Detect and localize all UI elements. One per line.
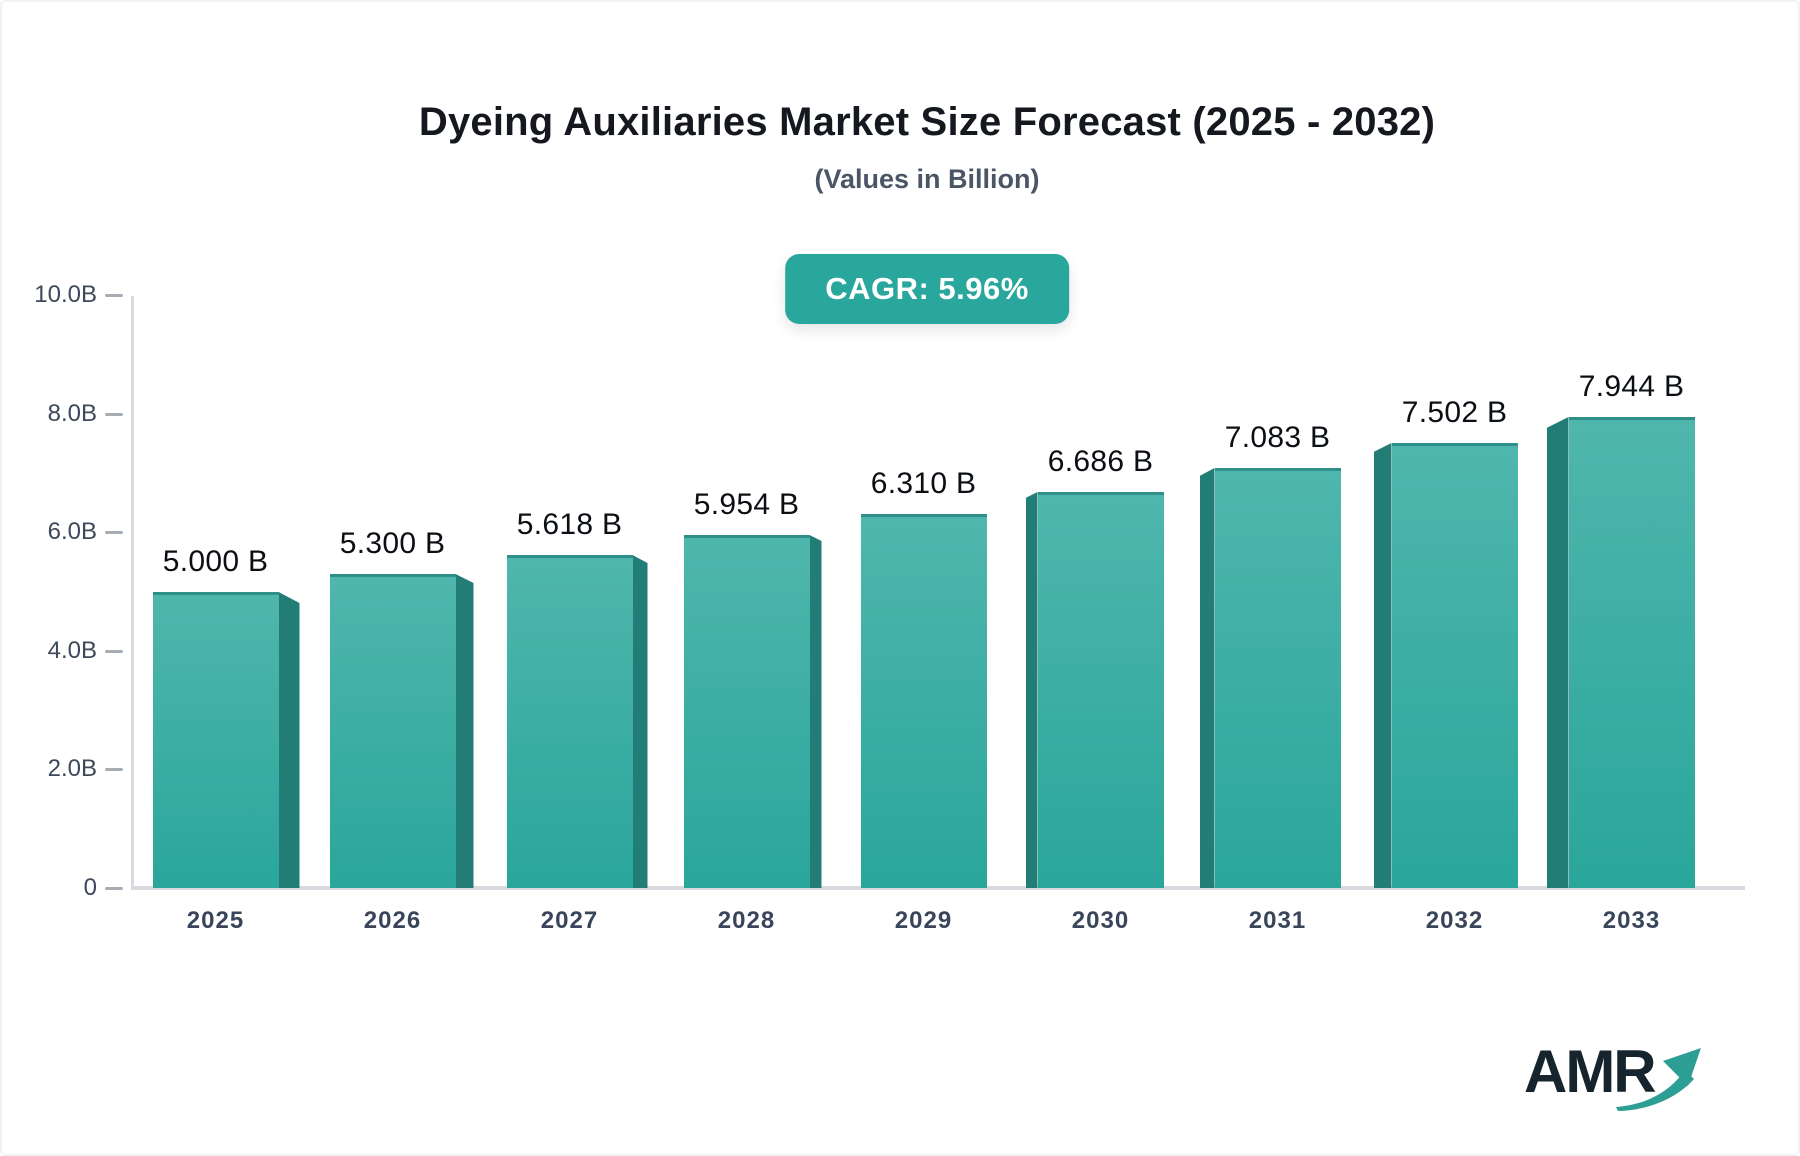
bar-value-label: 5.954 B [693, 488, 800, 521]
bar-value-label: 7.502 B [1401, 396, 1508, 429]
bar-2031 [1214, 468, 1341, 888]
x-tick-label: 2032 [1425, 907, 1484, 934]
bar-2030 [1037, 492, 1164, 888]
bar-side-face [455, 574, 474, 888]
y-tick-mark [105, 294, 123, 297]
y-tick-mark [105, 887, 123, 890]
bar-value-label: 5.300 B [339, 527, 446, 560]
bar-side-face [632, 555, 648, 888]
y-axis-line [131, 296, 134, 888]
bar-side-face [1199, 468, 1215, 888]
growth-arrow-head-icon [1663, 1048, 1701, 1086]
bar-side-face [1025, 492, 1038, 888]
bar-value-label: 5.000 B [162, 545, 269, 578]
bar-2026 [329, 574, 456, 888]
y-tick-label: 4.0B [47, 636, 97, 664]
amr-logo: AMR [1500, 1020, 1720, 1116]
bar-value-label: 7.083 B [1224, 421, 1331, 454]
cagr-badge: CAGR: 5.96% [785, 254, 1069, 324]
x-tick-label: 2033 [1602, 907, 1661, 934]
bar-side-face [1546, 417, 1569, 888]
y-tick-mark [105, 531, 123, 535]
y-tick-label: 8.0B [47, 399, 97, 427]
y-tick-mark [105, 768, 123, 772]
x-tick-label: 2026 [363, 907, 422, 934]
bar-value-label: 6.310 B [870, 467, 977, 500]
bar-2032 [1391, 443, 1518, 888]
x-tick-label: 2028 [717, 907, 776, 934]
x-tick-label: 2029 [894, 907, 953, 934]
bar-2025 [152, 592, 279, 888]
bar-2029 [860, 514, 987, 888]
y-tick-label: 6.0B [47, 518, 97, 546]
bar-value-label: 7.944 B [1578, 370, 1685, 403]
bar-value-label: 5.618 B [516, 508, 623, 541]
bar-2033 [1568, 417, 1695, 888]
bar-2028 [683, 535, 810, 888]
bar-value-label: 6.686 B [1047, 445, 1154, 478]
amr-logo-graphic: AMR [1524, 1038, 1701, 1111]
x-tick-label: 2031 [1248, 907, 1307, 934]
x-tick-label: 2025 [186, 907, 245, 934]
chart-title: Dyeing Auxiliaries Market Size Forecast … [418, 100, 1436, 144]
y-tick-label: 0 [83, 874, 97, 901]
bar-side-face [278, 592, 300, 888]
bar-side-face [809, 535, 822, 888]
y-tick-mark [105, 412, 123, 416]
cagr-badge-label: CAGR: 5.96% [825, 271, 1029, 306]
amr-logo-text: AMR [1524, 1038, 1656, 1105]
bar-side-face [1373, 443, 1392, 888]
x-axis-line [131, 886, 1745, 890]
y-tick-mark [105, 649, 123, 653]
x-tick-label: 2027 [540, 907, 599, 934]
bar-2027 [506, 555, 633, 888]
chart-subtitle: (Values in Billion) [814, 164, 1040, 194]
y-tick-label: 10.0B [34, 281, 97, 308]
y-tick-label: 2.0B [47, 755, 97, 783]
x-tick-label: 2030 [1071, 907, 1130, 934]
